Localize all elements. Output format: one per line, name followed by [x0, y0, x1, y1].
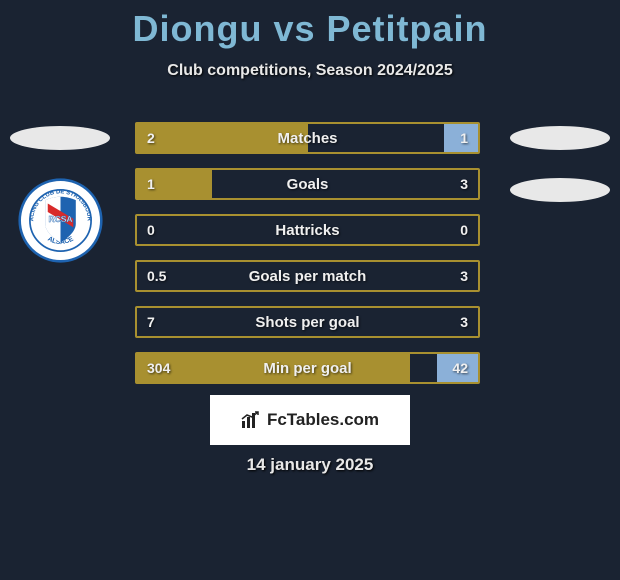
stat-row: 1Goals3: [135, 168, 480, 200]
stat-row: 0.5Goals per match3: [135, 260, 480, 292]
club-badge-icon: RACING CLUB DE STRASBOURG ALSACE RCSA: [18, 178, 103, 263]
chart-icon: [241, 411, 261, 429]
stats-bars-container: 2Matches11Goals30Hattricks00.5Goals per …: [135, 122, 480, 398]
player2-name: Petitpain: [327, 8, 488, 49]
subtitle: Club competitions, Season 2024/2025: [0, 62, 620, 80]
stat-row: 7Shots per goal3: [135, 306, 480, 338]
stat-label: Hattricks: [137, 216, 478, 244]
brand-text: FcTables.com: [267, 410, 379, 430]
stat-right-value: 1: [460, 124, 468, 152]
date-label: 14 january 2025: [0, 455, 620, 475]
vs-label: vs: [273, 8, 315, 49]
brand-logo: FcTables.com: [210, 395, 410, 445]
stat-label: Matches: [137, 124, 478, 152]
stat-label: Goals: [137, 170, 478, 198]
stat-right-value: 0: [460, 216, 468, 244]
right-placeholder-oval-2: [510, 178, 610, 202]
player1-name: Diongu: [132, 8, 262, 49]
stat-label: Goals per match: [137, 262, 478, 290]
stat-row: 304Min per goal42: [135, 352, 480, 384]
right-placeholder-oval-1: [510, 126, 610, 150]
stat-row: 2Matches1: [135, 122, 480, 154]
stat-right-value: 3: [460, 308, 468, 336]
comparison-title: Diongu vs Petitpain: [0, 0, 620, 50]
stat-right-value: 3: [460, 262, 468, 290]
svg-text:RCSA: RCSA: [48, 214, 72, 224]
stat-label: Min per goal: [137, 354, 478, 382]
stat-right-value: 42: [452, 354, 468, 382]
stat-label: Shots per goal: [137, 308, 478, 336]
left-placeholder-oval: [10, 126, 110, 150]
stat-right-value: 3: [460, 170, 468, 198]
stat-row: 0Hattricks0: [135, 214, 480, 246]
